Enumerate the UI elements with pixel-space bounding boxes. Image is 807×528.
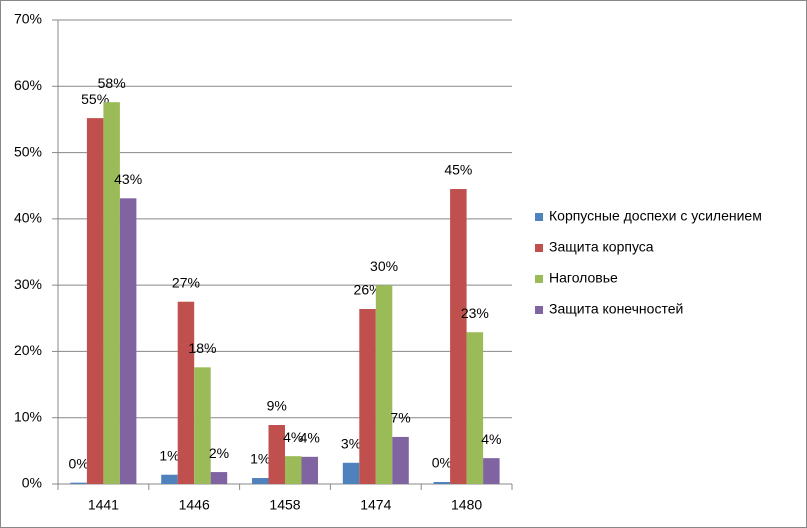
y-tick-label: 60% <box>14 77 42 93</box>
bar <box>161 474 178 484</box>
data-label: 43% <box>114 171 142 187</box>
bar <box>301 456 318 484</box>
y-tick-label: 30% <box>14 276 42 292</box>
bar <box>177 301 195 484</box>
bar <box>342 462 360 484</box>
bar <box>433 482 451 484</box>
legend-swatch <box>535 275 543 283</box>
legend-label: Наголовье <box>549 270 618 286</box>
data-label: 23% <box>461 305 489 321</box>
data-label: 4% <box>481 431 501 447</box>
data-label: 18% <box>188 340 216 356</box>
data-label: 30% <box>370 258 398 274</box>
legend-label: Защита конечностей <box>549 301 683 317</box>
bar <box>70 482 87 484</box>
y-tick-label: 0% <box>22 475 42 491</box>
x-tick-label: 1474 <box>360 497 391 513</box>
bar <box>483 458 500 484</box>
data-label: 7% <box>390 410 410 426</box>
data-label: 1% <box>159 447 179 463</box>
legend-swatch <box>535 244 543 252</box>
x-tick-label: 1458 <box>269 497 300 513</box>
bar <box>86 118 104 485</box>
data-label: 0% <box>432 455 452 471</box>
data-label: 45% <box>444 162 472 178</box>
x-tick-label: 1441 <box>88 497 119 513</box>
bar <box>194 367 211 484</box>
bar <box>375 285 393 484</box>
data-label: 0% <box>69 455 89 471</box>
y-tick-label: 50% <box>14 143 42 159</box>
x-tick-label: 1446 <box>179 497 210 513</box>
y-tick-label: 40% <box>14 210 42 226</box>
x-tick-label: 1480 <box>451 497 482 513</box>
bar <box>359 309 376 484</box>
data-label: 55% <box>81 91 109 107</box>
legend-label: Корпусные доспехи с усилением <box>549 208 762 224</box>
bar <box>252 478 269 484</box>
data-label: 4% <box>283 429 303 445</box>
data-label: 27% <box>172 274 200 290</box>
y-tick-label: 70% <box>14 11 42 27</box>
data-label: 2% <box>209 445 229 461</box>
data-label: 9% <box>267 398 287 414</box>
bar <box>450 189 467 484</box>
bar <box>210 472 228 484</box>
bar <box>268 425 285 484</box>
bar <box>119 198 137 484</box>
bar <box>103 102 120 485</box>
data-label: 4% <box>300 430 320 446</box>
legend-label: Защита корпуса <box>549 239 654 255</box>
bar <box>392 436 409 484</box>
y-tick-label: 20% <box>14 342 42 358</box>
legend-swatch <box>535 306 543 314</box>
data-label: 26% <box>354 282 382 298</box>
data-label: 1% <box>250 451 270 467</box>
legend-swatch <box>535 213 543 221</box>
y-tick-label: 10% <box>14 408 42 424</box>
bar <box>466 332 484 484</box>
bar <box>285 456 302 484</box>
data-label: 58% <box>98 75 126 91</box>
data-label: 3% <box>341 435 361 451</box>
